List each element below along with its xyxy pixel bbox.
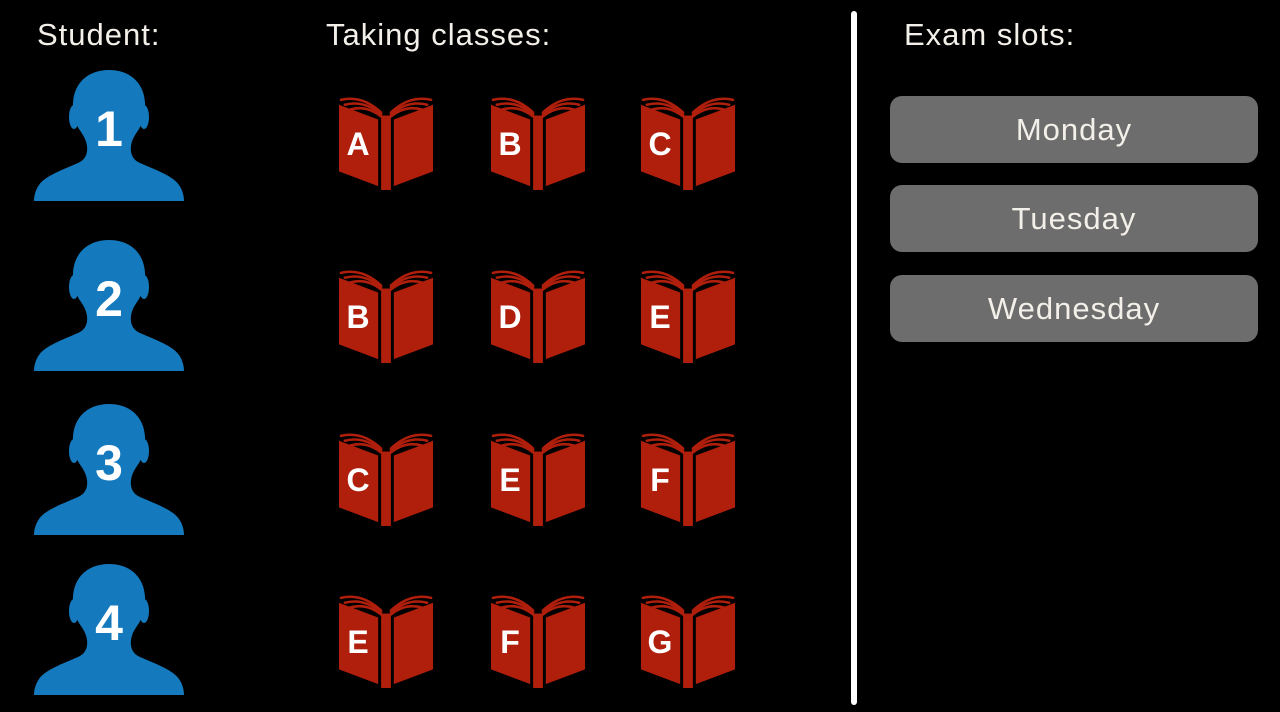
student-4: 4 [33, 564, 185, 695]
class-letter: C [648, 126, 672, 162]
student-number: 4 [95, 595, 123, 651]
class-book-student2-slot1: B [334, 265, 438, 363]
class-letter: G [647, 624, 673, 660]
class-letter: A [346, 126, 370, 162]
class-letter: E [499, 462, 521, 498]
class-book-student3-slot1: C [334, 428, 438, 526]
class-letter: F [500, 624, 520, 660]
exam-slot-monday[interactable]: Monday [890, 96, 1258, 163]
class-book-student2-slot3: E [636, 265, 740, 363]
vertical-divider [851, 11, 857, 705]
students-column-header: Student: [37, 17, 161, 52]
exam-slot-wednesday[interactable]: Wednesday [890, 275, 1258, 342]
class-book-student2-slot2: D [486, 265, 590, 363]
classes-column-header: Taking classes: [326, 17, 552, 52]
class-letter: C [346, 462, 370, 498]
student-2: 2 [33, 240, 185, 371]
class-book-student1-slot1: A [334, 92, 438, 190]
class-book-student1-slot3: C [636, 92, 740, 190]
class-letter: B [346, 299, 370, 335]
class-letter: D [498, 299, 522, 335]
student-1: 1 [33, 70, 185, 201]
exam-slot-tuesday[interactable]: Tuesday [890, 185, 1258, 252]
class-letter: E [649, 299, 671, 335]
class-letter: E [347, 624, 369, 660]
student-number: 3 [95, 435, 123, 491]
class-book-student4-slot3: G [636, 590, 740, 688]
student-number: 2 [95, 271, 123, 327]
student-number: 1 [95, 101, 123, 157]
class-book-student3-slot3: F [636, 428, 740, 526]
class-letter: F [650, 462, 670, 498]
class-book-student1-slot2: B [486, 92, 590, 190]
class-book-student3-slot2: E [486, 428, 590, 526]
class-letter: B [498, 126, 522, 162]
exam-slots-header: Exam slots: [904, 17, 1076, 52]
class-book-student4-slot1: E [334, 590, 438, 688]
class-book-student4-slot2: F [486, 590, 590, 688]
student-3: 3 [33, 404, 185, 535]
